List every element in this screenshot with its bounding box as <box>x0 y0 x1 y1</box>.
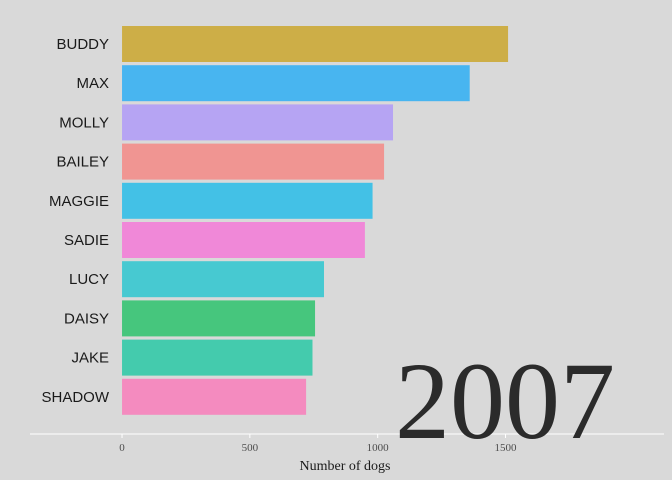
category-labels: BUDDY MAX MOLLY BAILEY MAGGIE SADIE LUCY DAISY J… <box>42 36 110 406</box>
bar-bailey <box>122 143 385 180</box>
x-axis-title: Number of dogs <box>300 459 391 474</box>
x-tick-label: 0 <box>119 442 125 454</box>
category-label-daisy: DAISY <box>64 310 109 327</box>
category-label-jake: JAKE <box>71 350 109 367</box>
bar-buddy <box>122 26 509 62</box>
bar-max <box>122 65 470 102</box>
category-label-max: MAX <box>76 75 109 92</box>
category-label-sadie: SADIE <box>64 232 109 249</box>
x-tick-label: 1500 <box>495 442 518 454</box>
bars-group <box>122 26 509 415</box>
category-label-shadow: SHADOW <box>42 389 110 406</box>
category-label-maggie: MAGGIE <box>49 193 109 210</box>
category-label-molly: MOLLY <box>59 114 109 131</box>
year-annotation: 2007 <box>395 340 615 462</box>
bar-daisy <box>122 300 316 337</box>
category-label-buddy: BUDDY <box>56 36 109 53</box>
bar-maggie <box>122 182 373 219</box>
x-tick-label: 500 <box>242 442 259 454</box>
x-axis-ticks: 0 500 1000 1500 <box>119 434 517 454</box>
bar-shadow <box>122 378 307 415</box>
bar-molly <box>122 104 394 141</box>
category-label-lucy: LUCY <box>69 271 109 288</box>
x-tick-label: 1000 <box>367 442 390 454</box>
bar-jake <box>122 339 313 376</box>
bar-lucy <box>122 261 324 298</box>
bar-sadie <box>122 222 365 258</box>
category-label-bailey: BAILEY <box>56 154 109 171</box>
